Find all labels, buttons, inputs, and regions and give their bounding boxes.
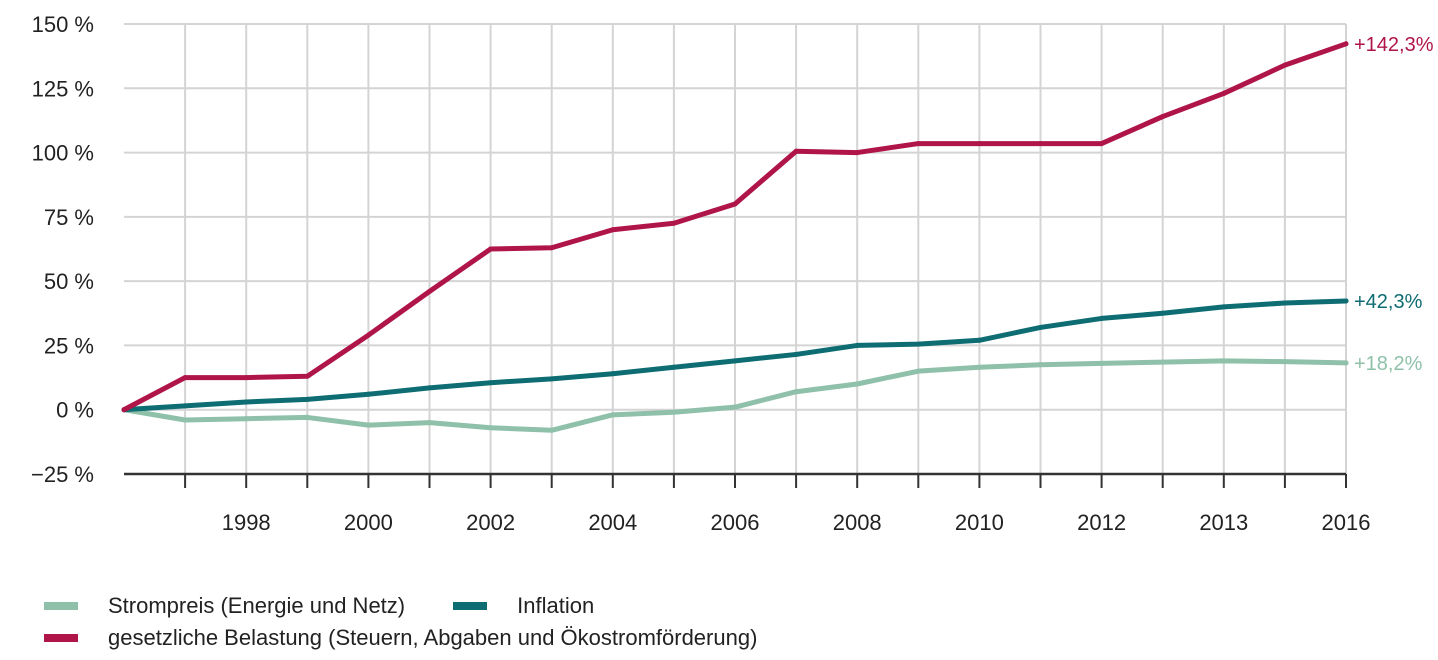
data-point (1038, 324, 1043, 330)
data-point (1099, 141, 1105, 147)
data-point (1282, 359, 1288, 365)
data-point (1038, 362, 1043, 368)
data-point (1221, 304, 1227, 310)
y-tick-label: 25 % (44, 333, 94, 358)
data-point (671, 409, 677, 415)
legend-item: gesetzliche Belastung (Steuern, Abgaben … (44, 625, 757, 651)
data-point (915, 368, 921, 374)
x-tick-label: 2016 (1322, 510, 1371, 535)
data-point (732, 358, 738, 364)
data-point (304, 396, 310, 402)
data-point (976, 364, 982, 370)
series-end-label: +142,3% (1354, 34, 1434, 56)
y-tick-label: 75 % (44, 205, 94, 230)
y-tick-label: 150 % (32, 12, 94, 37)
data-point (793, 148, 799, 154)
legend-swatch (453, 602, 488, 610)
data-point (915, 141, 921, 147)
data-point (732, 201, 738, 207)
data-point (671, 220, 677, 226)
x-tick-label: 2010 (955, 510, 1004, 535)
data-point (610, 227, 616, 233)
data-point (1282, 62, 1288, 68)
data-point (549, 245, 555, 251)
data-point (488, 425, 494, 431)
data-point (610, 412, 616, 418)
data-point (854, 342, 860, 348)
data-point (1099, 360, 1105, 366)
series-lines (121, 41, 1349, 433)
legend-item: Strompreis (Energie und Netz) (44, 593, 405, 619)
legend-item: Inflation (453, 593, 594, 619)
x-tick-label: 1998 (222, 510, 271, 535)
data-point (427, 288, 432, 294)
grid (124, 23, 1347, 474)
data-point (1160, 359, 1166, 365)
data-point (243, 416, 249, 422)
data-point (1038, 141, 1043, 147)
data-point (182, 403, 188, 409)
data-point (488, 246, 494, 252)
data-point (976, 337, 982, 343)
x-tick-label: 2008 (833, 510, 882, 535)
data-point (488, 380, 494, 386)
data-point (1221, 358, 1227, 364)
data-point (1343, 360, 1349, 366)
data-point (793, 389, 799, 395)
data-point (1343, 298, 1349, 304)
legend-label: Inflation (517, 593, 595, 618)
series-end-label: +18,2% (1354, 353, 1423, 375)
data-point (610, 371, 616, 377)
y-tick-label: 125 % (32, 76, 94, 101)
data-point (732, 404, 738, 410)
legend: Strompreis (Energie und Netz) Inflation ge… (44, 590, 1244, 654)
legend-row: gesetzliche Belastung (Steuern, Abgaben … (44, 622, 1244, 654)
data-point (976, 141, 982, 147)
series-end-label: +42,3% (1354, 291, 1423, 313)
data-point (365, 391, 371, 397)
data-point (793, 351, 799, 357)
axes (124, 472, 1347, 488)
data-point (1160, 114, 1166, 120)
data-point (1160, 310, 1166, 316)
legend-label: gesetzliche Belastung (Steuern, Abgaben … (108, 625, 758, 650)
data-point (182, 417, 188, 423)
x-tick-label: 2000 (344, 510, 393, 535)
data-point (1343, 41, 1349, 47)
data-point (854, 150, 860, 156)
legend-label: Strompreis (Energie und Netz) (108, 593, 406, 618)
y-tick-label: −25 % (31, 462, 94, 487)
x-tick-label: 2013 (1199, 510, 1248, 535)
data-point (1282, 300, 1288, 306)
x-tick-label: 2002 (466, 510, 515, 535)
data-point (243, 375, 249, 381)
x-tick-label: 2004 (588, 510, 637, 535)
data-point (854, 381, 860, 387)
data-point (549, 427, 555, 433)
data-point (427, 385, 432, 391)
data-point (182, 375, 188, 381)
y-tick-label: 50 % (44, 269, 94, 294)
x-tick-label: 2012 (1077, 510, 1126, 535)
data-point (304, 414, 310, 420)
y-tick-label: 0 % (56, 398, 94, 423)
data-point (365, 332, 371, 338)
data-point (365, 422, 371, 428)
legend-row: Strompreis (Energie und Netz) Inflation (44, 590, 1244, 622)
data-point (121, 407, 127, 413)
y-tick-label: 100 % (32, 141, 94, 166)
data-point (427, 420, 432, 426)
data-point (304, 373, 310, 379)
data-point (243, 399, 249, 405)
data-point (1221, 90, 1227, 96)
legend-swatch (44, 602, 78, 610)
data-point (549, 376, 555, 382)
legend-swatch (44, 634, 78, 642)
labels: 150 % 125 % 100 % 75 % 50 % 25 % 0 % −25 % 1998 2… (31, 12, 1434, 535)
x-tick-label: 2006 (711, 510, 760, 535)
data-point (915, 341, 921, 347)
data-point (1099, 315, 1105, 321)
data-point (671, 364, 677, 370)
